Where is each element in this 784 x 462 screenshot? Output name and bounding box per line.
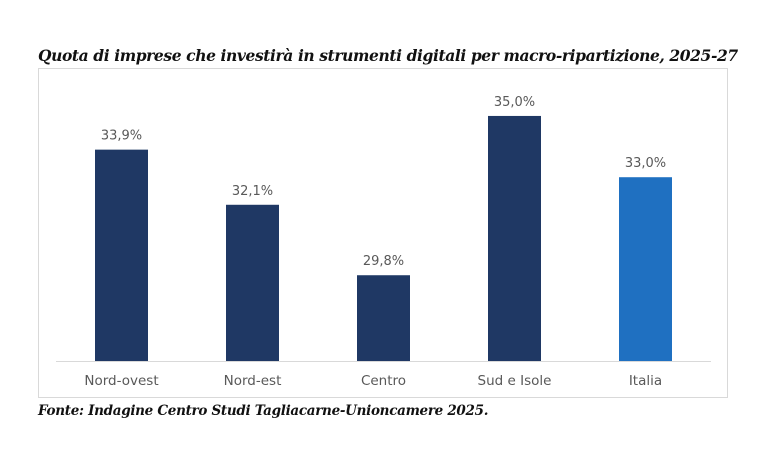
data-label: 29,8% — [363, 254, 404, 269]
x-tick-label: Sud e Isole — [478, 373, 552, 389]
bar-sud-e-isole — [488, 115, 541, 362]
chart-source: Fonte: Indagine Centro Studi Tagliacarne… — [38, 403, 489, 419]
bar-nord-est — [226, 204, 279, 361]
x-tick-label: Nord-ovest — [84, 373, 158, 389]
data-label: 33,0% — [625, 156, 666, 171]
data-label: 32,1% — [232, 184, 273, 199]
data-label: 35,0% — [494, 95, 535, 110]
x-tick-label: Centro — [361, 373, 406, 389]
bar-italia — [619, 177, 672, 361]
bar-centro — [357, 275, 410, 361]
data-label: 33,9% — [101, 129, 142, 144]
x-tick-label: Nord-est — [224, 373, 282, 389]
x-tick-label: Italia — [629, 373, 662, 389]
bar-nord-ovest — [95, 149, 148, 361]
chart-title: Quota di imprese che investirà in strume… — [38, 46, 738, 65]
